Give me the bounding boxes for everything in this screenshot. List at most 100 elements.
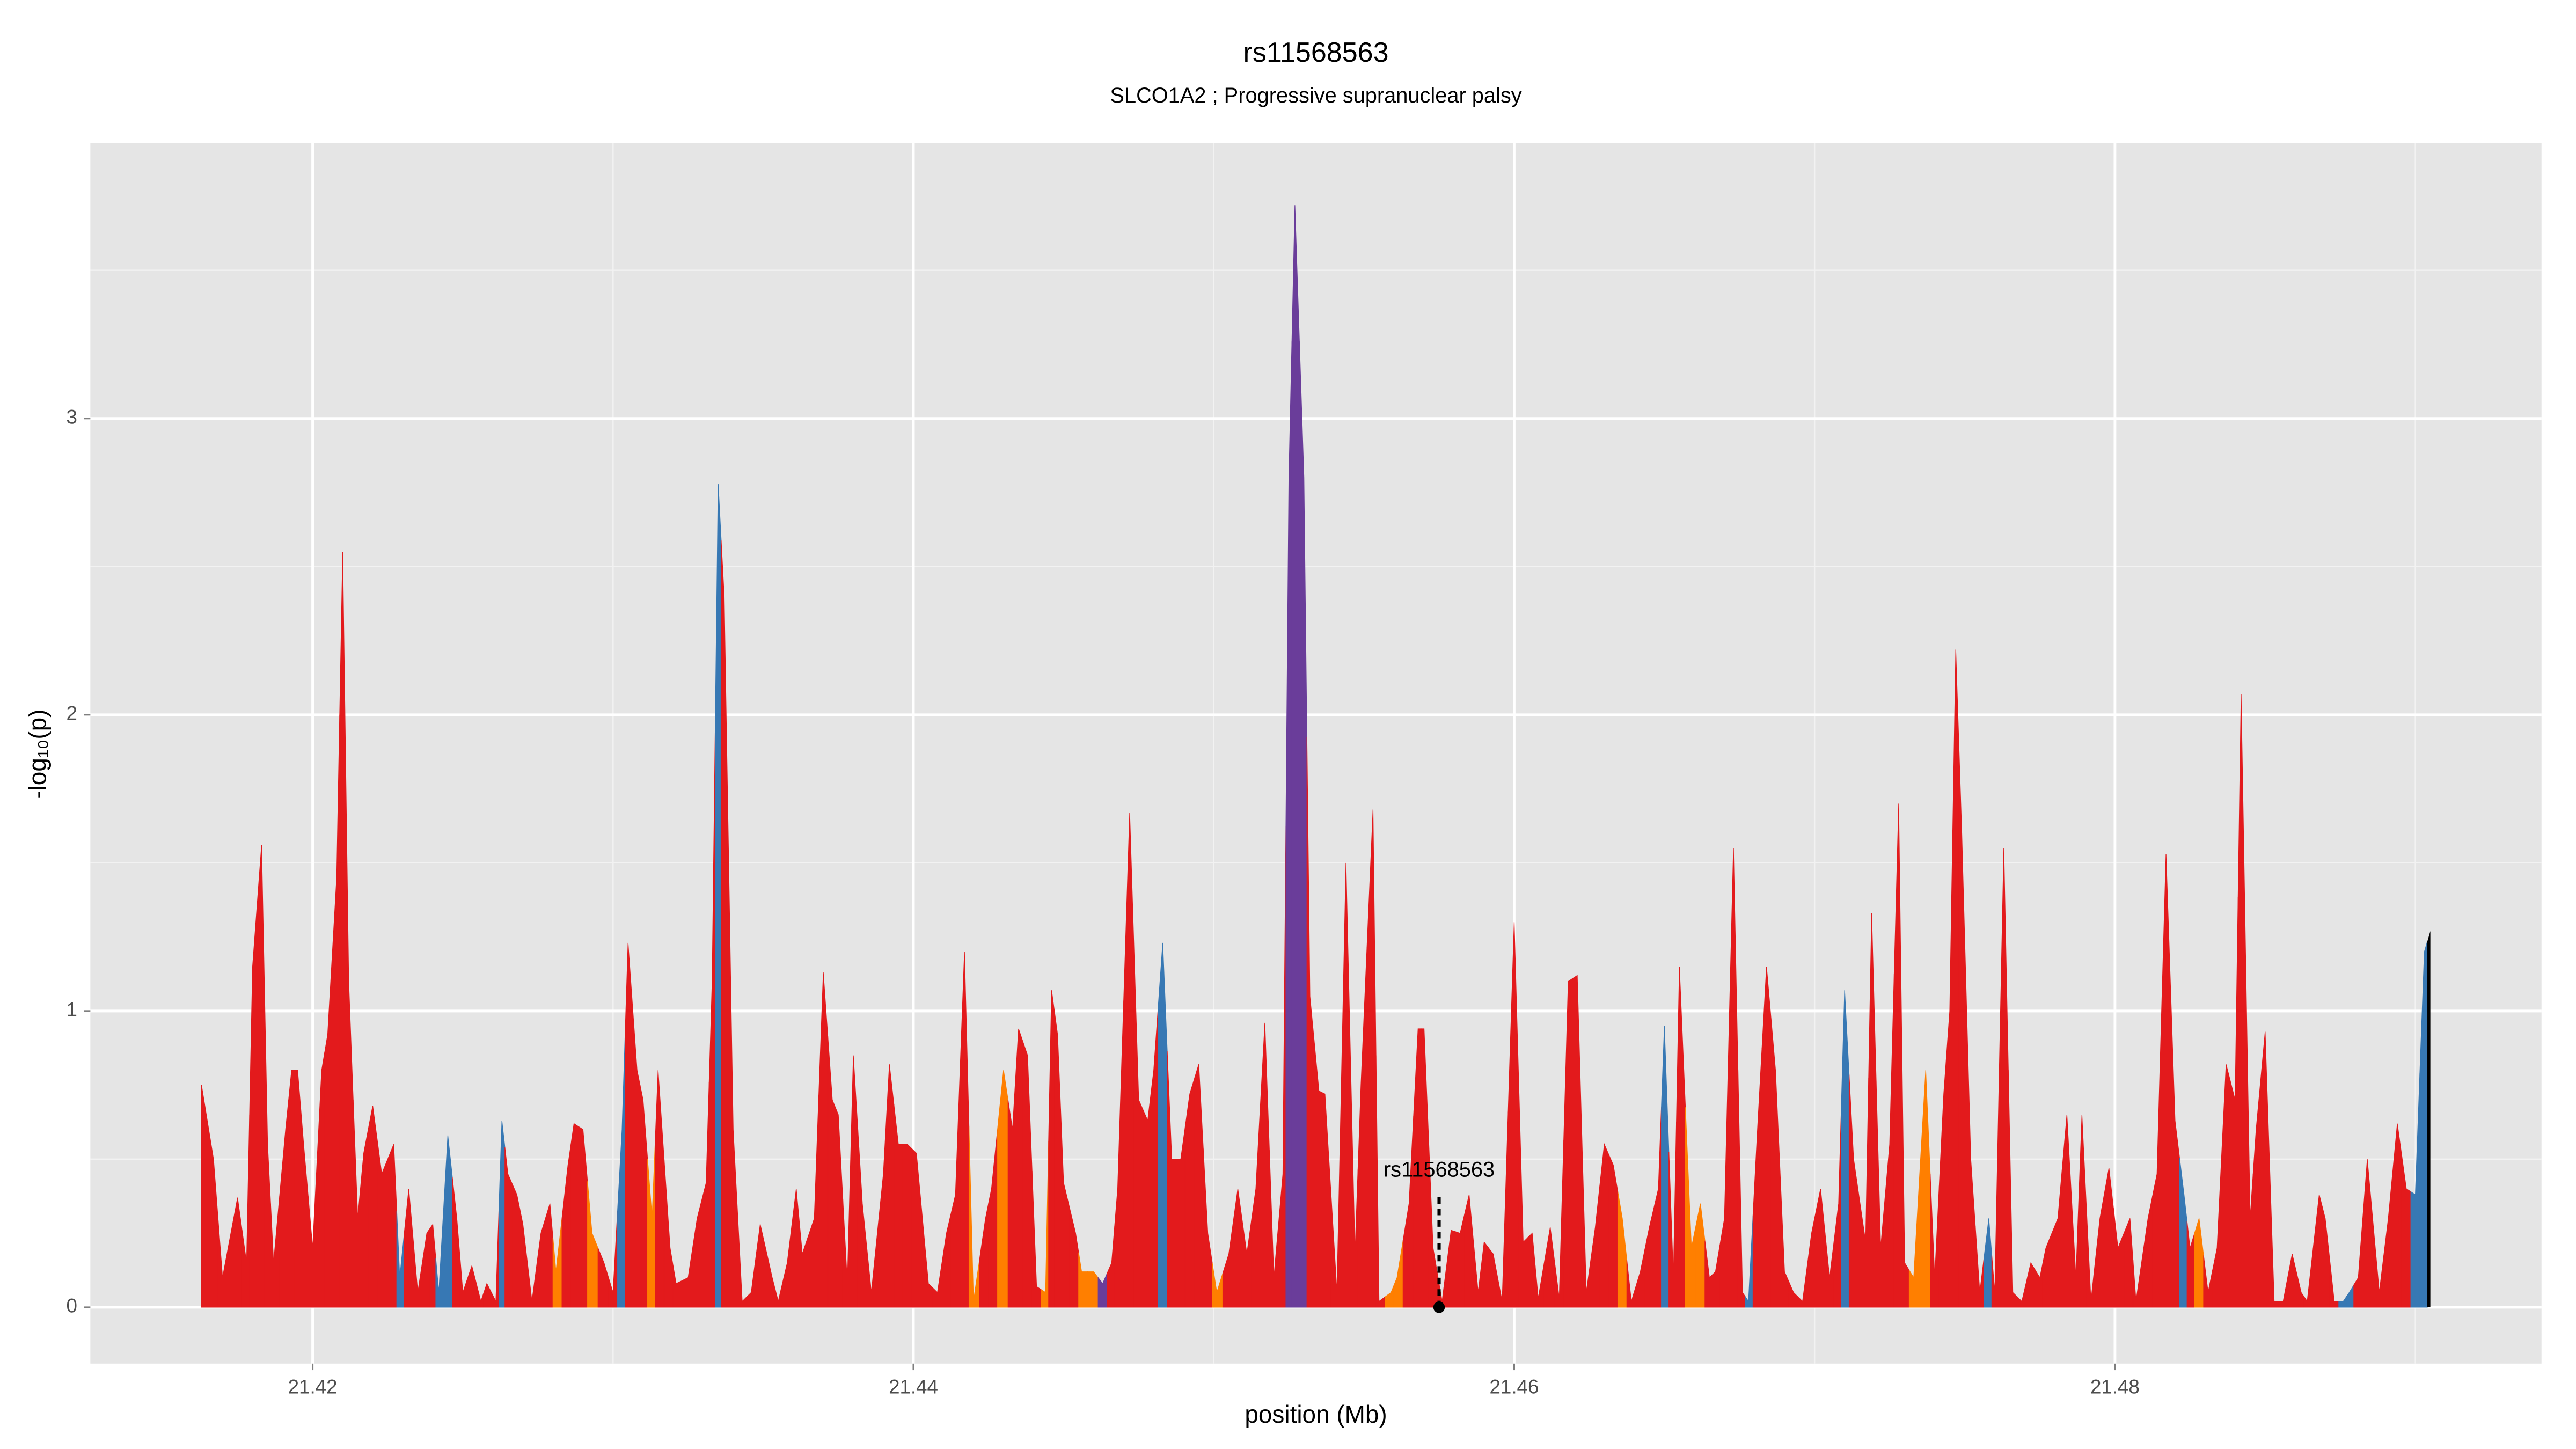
area-segment — [2186, 1221, 2195, 1308]
area-segment — [1233, 1189, 1243, 1308]
area-segment — [1806, 1211, 1817, 1308]
chart-title: rs11568563 — [1243, 37, 1389, 68]
area-segment — [1481, 1241, 1489, 1308]
area-segment — [2212, 1156, 2222, 1308]
area-segment — [2104, 1168, 2114, 1308]
area-segment — [1242, 1221, 1252, 1308]
area-segment — [1114, 1000, 1124, 1308]
area-segment — [2427, 931, 2431, 1307]
area-segment — [2287, 1254, 2297, 1308]
area-segment — [640, 1085, 648, 1308]
area-segment — [2062, 1115, 2072, 1308]
area-segment — [1269, 1150, 1279, 1308]
area-segment — [1938, 1052, 1948, 1308]
area-segment — [1668, 1122, 1677, 1308]
area-segment — [1212, 1263, 1224, 1308]
area-segment — [1975, 1226, 1985, 1308]
area-segment — [1885, 974, 1895, 1308]
area-segment — [774, 1282, 784, 1308]
area-segment — [877, 1119, 887, 1308]
area-segment — [1350, 1058, 1359, 1308]
area-segment — [857, 1129, 867, 1308]
area-segment — [1015, 1028, 1023, 1308]
area-segment — [2245, 956, 2253, 1308]
area-segment — [2035, 1262, 2044, 1308]
area-segment — [1048, 990, 1055, 1308]
area-segment — [597, 1248, 609, 1308]
area-segment — [2194, 1218, 2204, 1308]
area-segment — [721, 540, 729, 1308]
area-segment — [413, 1240, 423, 1308]
area-segment — [1421, 1028, 1429, 1308]
area-segment — [708, 732, 716, 1308]
area-segment — [377, 1139, 389, 1308]
area-segment — [1464, 1195, 1474, 1308]
area-segment — [1676, 967, 1686, 1308]
area-segment — [264, 994, 271, 1308]
area-segment — [2362, 1159, 2374, 1308]
area-segment — [429, 1223, 436, 1308]
axes: 21.42 21.44 21.46 21.48 0 1 2 3 — [66, 406, 2139, 1397]
area-segment — [2132, 1260, 2142, 1308]
area-segment — [1260, 1022, 1270, 1308]
area-segment — [701, 1082, 710, 1308]
area-segment — [2401, 1156, 2411, 1308]
area-segment — [1825, 1233, 1835, 1308]
area-segment — [2383, 1170, 2394, 1308]
area-segment — [241, 1115, 250, 1308]
area-segment — [536, 1218, 546, 1308]
area-segment — [1719, 1033, 1730, 1308]
area-segment — [1984, 1218, 1993, 1308]
area-segment — [1563, 978, 1574, 1308]
area-segment — [692, 1201, 702, 1308]
area-segment — [1770, 1018, 1781, 1308]
area-segment — [827, 1036, 836, 1308]
area-segment — [1745, 1215, 1754, 1308]
area-segment — [2221, 1064, 2231, 1308]
area-segment — [1797, 1267, 1807, 1308]
area-segment — [1357, 947, 1367, 1308]
area-segment — [230, 1197, 243, 1308]
area-segment — [682, 1248, 693, 1308]
area-segment — [1222, 1221, 1234, 1308]
area-segment — [360, 1129, 369, 1308]
area-segment — [1729, 848, 1739, 1308]
area-segment — [2170, 987, 2180, 1308]
area-segment — [799, 1221, 809, 1308]
area-segment — [1107, 1226, 1115, 1308]
area-segment — [527, 1263, 537, 1308]
area-segment — [217, 1218, 231, 1308]
area-segment — [1661, 1026, 1670, 1308]
area-segment — [968, 1126, 980, 1308]
area-segment — [1507, 922, 1519, 1308]
area-segment — [647, 1144, 656, 1308]
x-tick-label: 21.42 — [288, 1375, 338, 1397]
area-segment — [655, 1070, 665, 1308]
area-segment — [1644, 1208, 1655, 1308]
area-segment — [279, 1100, 289, 1308]
area-segment — [1497, 1111, 1509, 1308]
area-segment — [1635, 1249, 1645, 1308]
area-segment — [737, 1215, 747, 1308]
area-segment — [1712, 1245, 1721, 1308]
area-segment — [2237, 694, 2246, 1308]
area-segment — [894, 1104, 904, 1308]
area-segment — [578, 1126, 588, 1308]
area-segment — [672, 1265, 683, 1308]
area-segment — [941, 1213, 952, 1308]
marks: rs11568563 — [201, 205, 2431, 1313]
area-segment — [625, 942, 633, 1308]
area-segment — [587, 1181, 598, 1308]
x-axis-label: position (Mb) — [1245, 1400, 1387, 1428]
area-segment — [2113, 1208, 2125, 1308]
area-segment — [1919, 1070, 1931, 1308]
area-segment — [1184, 1079, 1195, 1308]
area-segment — [2026, 1262, 2036, 1308]
area-segment — [1543, 1227, 1555, 1308]
y-tick-label: 2 — [66, 702, 77, 724]
area-segment — [1868, 913, 1877, 1308]
x-tick-label: 21.44 — [889, 1375, 938, 1397]
area-segment — [1366, 809, 1377, 1308]
area-segment — [1194, 1064, 1204, 1308]
area-segment — [1608, 1154, 1619, 1308]
